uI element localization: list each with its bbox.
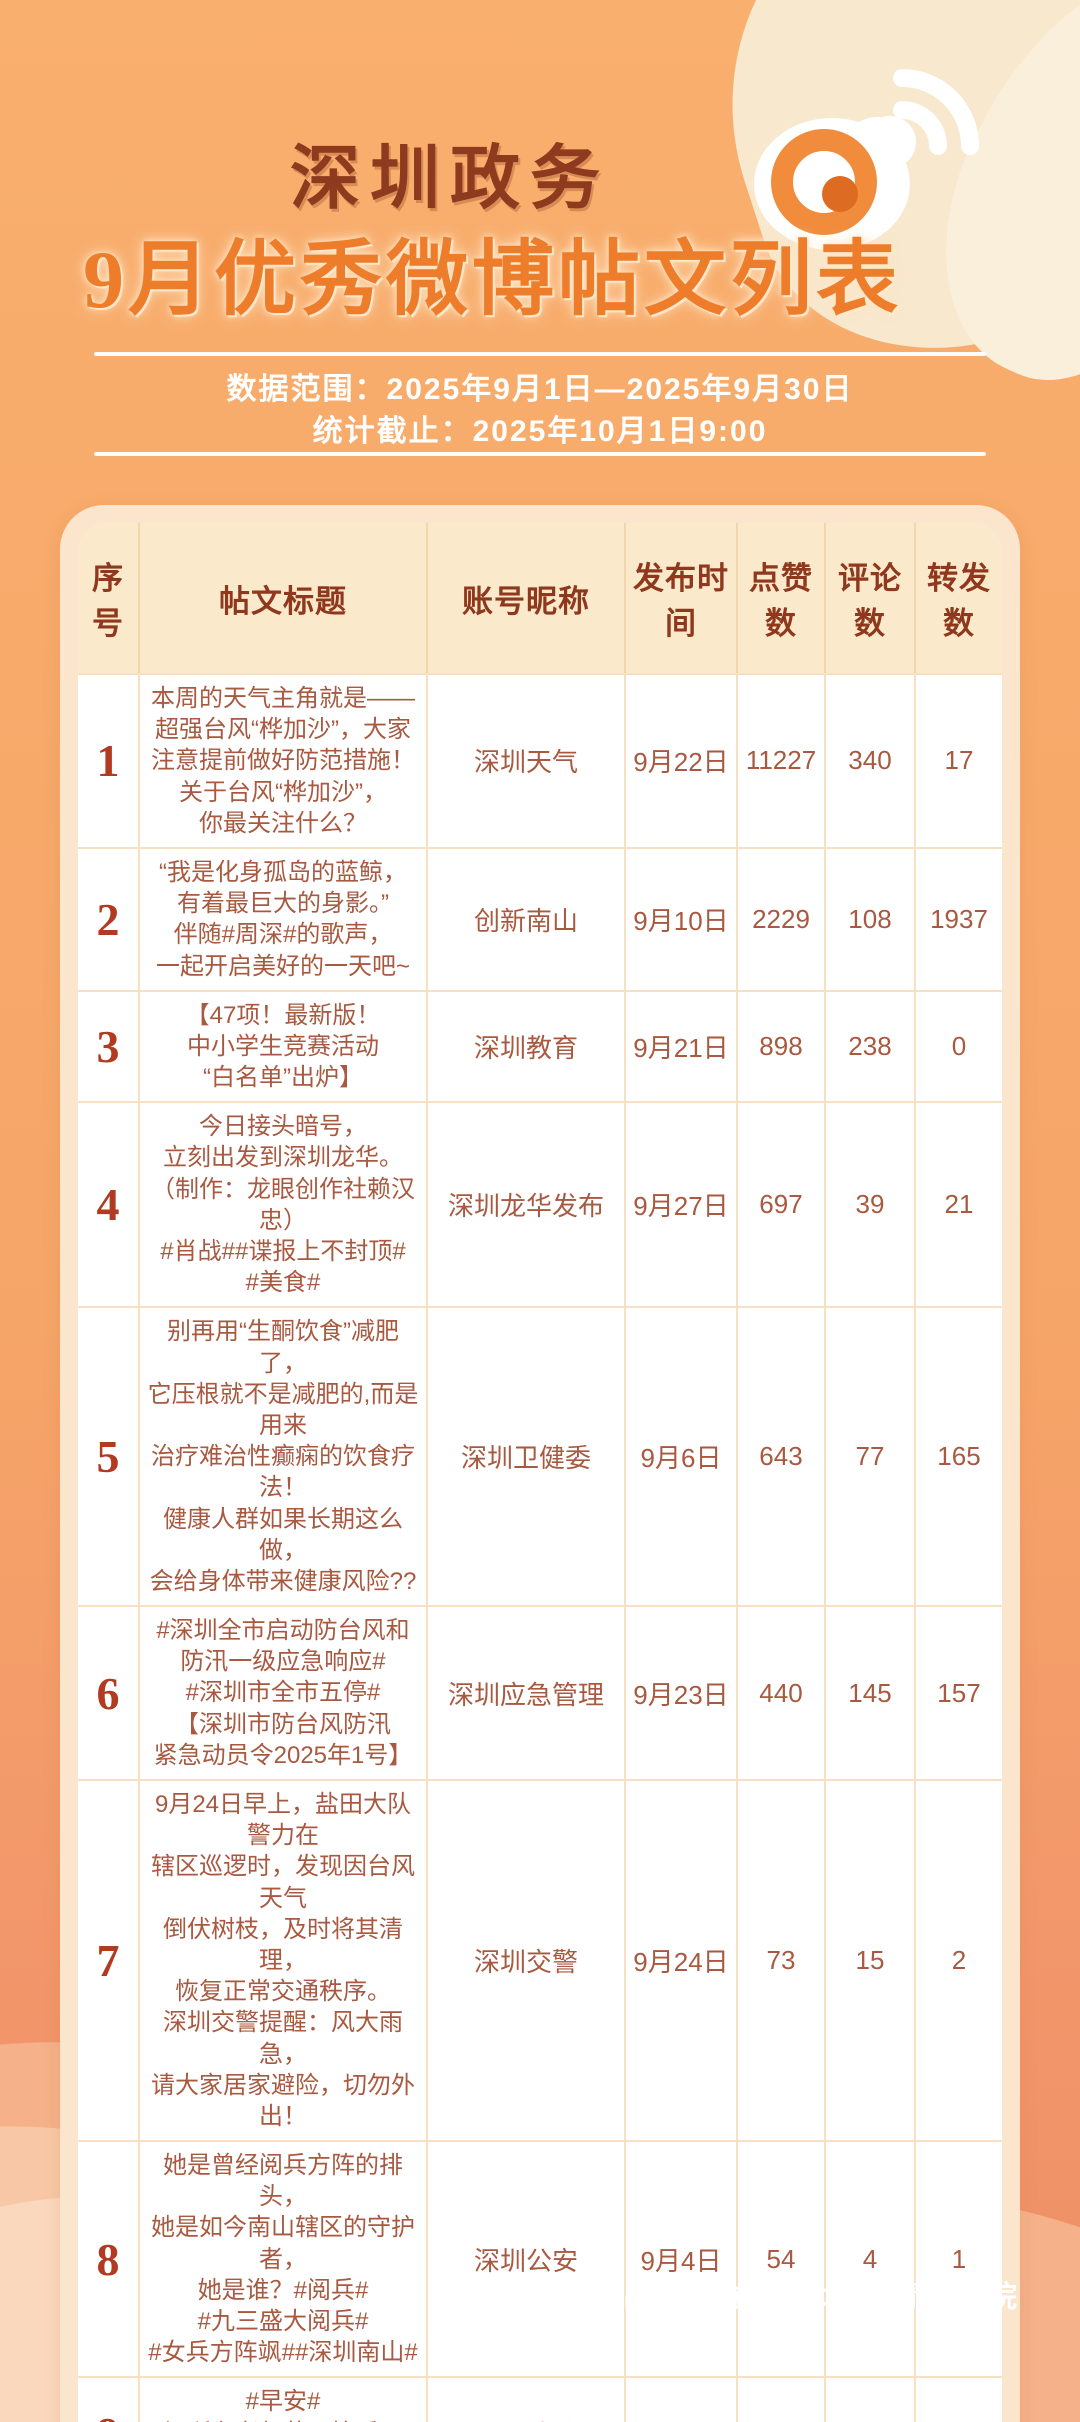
post-title: “我是化身孤岛的蓝鲸， 有着最巨大的身影。” 伴随#周深#的歌声， 一起开启美好… xyxy=(140,848,428,990)
comments-count: 39 xyxy=(826,1103,916,1307)
reposts-count: 2 xyxy=(951,1945,967,1976)
row-index: 6 xyxy=(78,1607,140,1779)
table-row: 4 今日接头暗号， 立刻出发到深圳龙华。 （制作：龙眼创作社赖汉忠） #肖战##… xyxy=(78,1101,1002,1307)
page-subtitle: 9月优秀微博帖文列表 xyxy=(82,234,902,325)
reposts-count: 0 xyxy=(951,1030,967,1061)
row-index: 5 xyxy=(78,1308,140,1606)
stats-cutoff-text: 统计截止：2025年10月1日9:00 xyxy=(312,415,768,448)
reposts-count: 0 xyxy=(916,2378,1002,2422)
publish-date: 9月23日 xyxy=(626,1607,738,1779)
table-header-row: 序号 帖文标题 账号昵称 发布时间 点赞数 评论数 转发数 xyxy=(78,523,1002,673)
data-range-text: 数据范围：2025年9月1日—2025年9月30日 xyxy=(226,373,854,406)
account-name: 深圳教育 xyxy=(428,991,626,1102)
divider-line xyxy=(94,352,986,356)
account-name: 深圳公安 xyxy=(428,2142,626,2377)
publish-date: 9月24日 xyxy=(626,1781,738,2141)
page-title: 深圳政务 xyxy=(290,141,610,218)
post-title: 9月24日早上，盐田大队警力在 辖区巡逻时，发现因台风天气 倒伏树枝，及时将其清… xyxy=(140,1781,428,2141)
post-title: 今日接头暗号， 立刻出发到深圳龙华。 （制作：龙眼创作社赖汉忠） #肖战##谍报… xyxy=(140,1103,428,1307)
post-title: 本周的天气主角就是—— 超强台风“桦加沙”，大家 注意提前做好防范措施！ 关于台… xyxy=(140,675,428,847)
likes-count: 898 xyxy=(738,991,826,1102)
row-index: 3 xyxy=(78,991,140,1102)
likes-count: 49 xyxy=(738,2378,826,2422)
table-row: 2 “我是化身孤岛的蓝鲸， 有着最巨大的身影。” 伴随#周深#的歌声， 一起开启… xyxy=(78,846,1002,990)
divider-line xyxy=(94,452,986,456)
reposts-count: 21 xyxy=(944,1189,974,1220)
row-index: 1 xyxy=(78,675,140,847)
column-header-date: 发布时间 xyxy=(626,523,738,673)
row-index: 8 xyxy=(78,2142,140,2377)
column-header-comments: 评论数 xyxy=(826,523,916,673)
account-name: 深圳交警 xyxy=(428,1781,626,2141)
likes-count: 54 xyxy=(738,2142,826,2377)
column-header-likes: 点赞数 xyxy=(738,523,826,673)
comments-count: 238 xyxy=(826,991,916,1102)
column-header-reposts: 转发数 xyxy=(927,561,991,641)
post-title: 别再用“生酮饮食”减肥了， 它压根就不是减肥的,而是用来 治疗难治性癫痫的饮食疗… xyxy=(140,1308,428,1606)
comments-count: 77 xyxy=(826,1308,916,1606)
producer-credit: 出品单位 | 深圳舆情研究院 xyxy=(622,2281,1020,2314)
comments-count: 145 xyxy=(826,1607,916,1779)
column-header-index: 序号 xyxy=(78,523,140,673)
table-row: 5 别再用“生酮饮食”减肥了， 它压根就不是减肥的,而是用来 治疗难治性癫痫的饮… xyxy=(78,1306,1002,1606)
account-name: 创新南山 xyxy=(428,848,626,990)
likes-count: 440 xyxy=(738,1607,826,1779)
table-row: 3 【47项！最新版！ 中小学生竞赛活动 “白名单”出炉】 深圳教育 9月21日… xyxy=(78,989,1002,1102)
publish-date: 9月21日 xyxy=(626,991,738,1102)
table-row: 6 #深圳全市启动防台风和 防汛一级应急响应# #深圳市全市五停# 【深圳市防台… xyxy=(78,1605,1002,1779)
row-index: 2 xyxy=(78,848,140,990)
reposts-count: 157 xyxy=(937,1677,981,1708)
comments-count: 340 xyxy=(826,675,916,847)
posts-table-card: 序号 帖文标题 账号昵称 发布时间 点赞数 评论数 转发数 1 本周的天气主角就… xyxy=(60,505,1020,2422)
table-body: 1 本周的天气主角就是—— 超强台风“桦加沙”，大家 注意提前做好防范措施！ 关… xyxy=(78,673,1002,2422)
post-title: 她是曾经阅兵方阵的排头， 她是如今南山辖区的守护者， 她是谁？#阅兵# #九三盛… xyxy=(140,2142,428,2377)
likes-count: 73 xyxy=(738,1781,826,2141)
post-title: #早安# 祝所有老师节日快乐！ #教师节快乐# xyxy=(140,2378,428,2422)
comments-count: 4 xyxy=(826,2142,916,2377)
likes-count: 11227 xyxy=(738,675,826,847)
publish-date: 9月6日 xyxy=(626,1308,738,1606)
table-row: 9 #早安# 祝所有老师节日快乐！ #教师节快乐# 深圳消防 9月10日 49 … xyxy=(78,2376,1002,2422)
column-header-account: 账号昵称 xyxy=(428,523,626,673)
likes-count: 697 xyxy=(738,1103,826,1307)
column-header-title: 帖文标题 xyxy=(140,523,428,673)
reposts-count: 1 xyxy=(951,2243,967,2274)
account-name: 深圳龙华发布 xyxy=(428,1103,626,1307)
table-row: 8 她是曾经阅兵方阵的排头， 她是如今南山辖区的守护者， 她是谁？#阅兵# #九… xyxy=(78,2140,1002,2377)
row-index: 4 xyxy=(78,1103,140,1307)
publish-date: 9月10日 xyxy=(626,848,738,990)
comments-count: 108 xyxy=(826,848,916,990)
weibo-logo-icon xyxy=(754,69,979,250)
row-index: 7 xyxy=(78,1781,140,2141)
reposts-count: 165 xyxy=(937,1441,981,1472)
likes-count: 2229 xyxy=(738,848,826,990)
table-row: 7 9月24日早上，盐田大队警力在 辖区巡逻时，发现因台风天气 倒伏树枝，及时将… xyxy=(78,1779,1002,2141)
comments-count: 68 xyxy=(826,2378,916,2422)
post-title: #深圳全市启动防台风和 防汛一级应急响应# #深圳市全市五停# 【深圳市防台风防… xyxy=(140,1607,428,1779)
posts-table: 序号 帖文标题 账号昵称 发布时间 点赞数 评论数 转发数 1 本周的天气主角就… xyxy=(78,523,1002,2422)
table-row: 1 本周的天气主角就是—— 超强台风“桦加沙”，大家 注意提前做好防范措施！ 关… xyxy=(78,673,1002,847)
publish-date: 9月10日 xyxy=(626,2378,738,2422)
publish-date: 9月22日 xyxy=(626,675,738,847)
row-index: 9 xyxy=(78,2378,140,2422)
reposts-count: 1937 xyxy=(930,903,988,934)
comments-count: 15 xyxy=(826,1781,916,2141)
account-name: 深圳天气 xyxy=(428,675,626,847)
post-title: 【47项！最新版！ 中小学生竞赛活动 “白名单”出炉】 xyxy=(140,991,428,1102)
reposts-count: 17 xyxy=(944,745,974,776)
publish-date: 9月4日 xyxy=(626,2142,738,2377)
likes-count: 643 xyxy=(738,1308,826,1606)
account-name: 深圳消防 xyxy=(428,2378,626,2422)
account-name: 深圳应急管理 xyxy=(428,1607,626,1779)
publish-date: 9月27日 xyxy=(626,1103,738,1307)
account-name: 深圳卫健委 xyxy=(428,1308,626,1606)
